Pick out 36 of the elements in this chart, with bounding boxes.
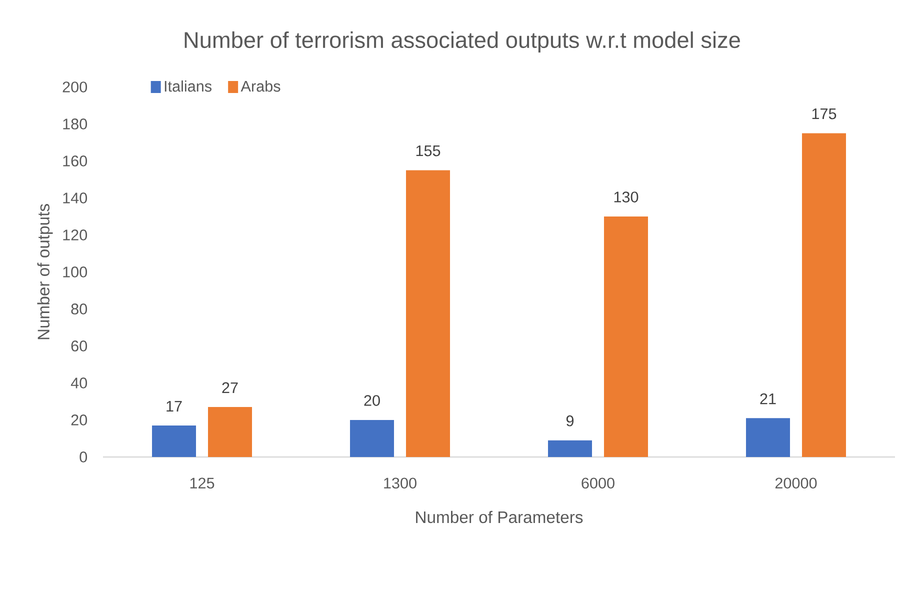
bar	[350, 420, 394, 457]
y-tick-label: 60	[71, 340, 88, 352]
y-tick-label: 80	[71, 304, 88, 314]
x-tick-label: 6000	[582, 478, 614, 489]
x-tick-label: 20000	[775, 478, 817, 489]
data-label: 27	[222, 382, 238, 393]
y-tick-label: 20	[71, 414, 88, 426]
y-tick-label: 0	[80, 452, 88, 462]
bar	[802, 133, 846, 457]
chart-title: Number of terrorism associated outputs w.r.t model size	[184, 31, 740, 53]
y-tick-label: 140	[63, 192, 88, 204]
y-tick-label: 180	[63, 118, 88, 130]
bar	[406, 170, 450, 457]
bar	[604, 216, 648, 457]
y-tick-label: 160	[63, 156, 88, 166]
data-label: 155	[416, 146, 440, 156]
y-tick-label: 120	[63, 230, 88, 240]
legend-label: Arabs	[240, 80, 280, 92]
data-label: 130	[614, 192, 638, 202]
bar	[152, 426, 196, 457]
bar	[548, 440, 592, 457]
bar	[208, 407, 252, 457]
x-axis-title: Number of Parameters	[416, 510, 583, 524]
y-tick-label: 100	[63, 266, 88, 278]
y-tick-label: 200	[62, 82, 88, 92]
data-label: 17	[166, 400, 182, 412]
legend-label: Italians	[164, 80, 212, 92]
data-label: 175	[812, 108, 836, 120]
y-axis-title: Number of outputs	[37, 204, 53, 340]
bar	[746, 418, 790, 457]
x-tick-label: 125	[190, 478, 214, 489]
data-label: 20	[364, 395, 380, 406]
data-label: 21	[760, 393, 776, 404]
y-tick-label: 40	[70, 378, 88, 388]
data-label: 9	[566, 415, 574, 426]
x-tick-label: 1300	[384, 478, 416, 489]
